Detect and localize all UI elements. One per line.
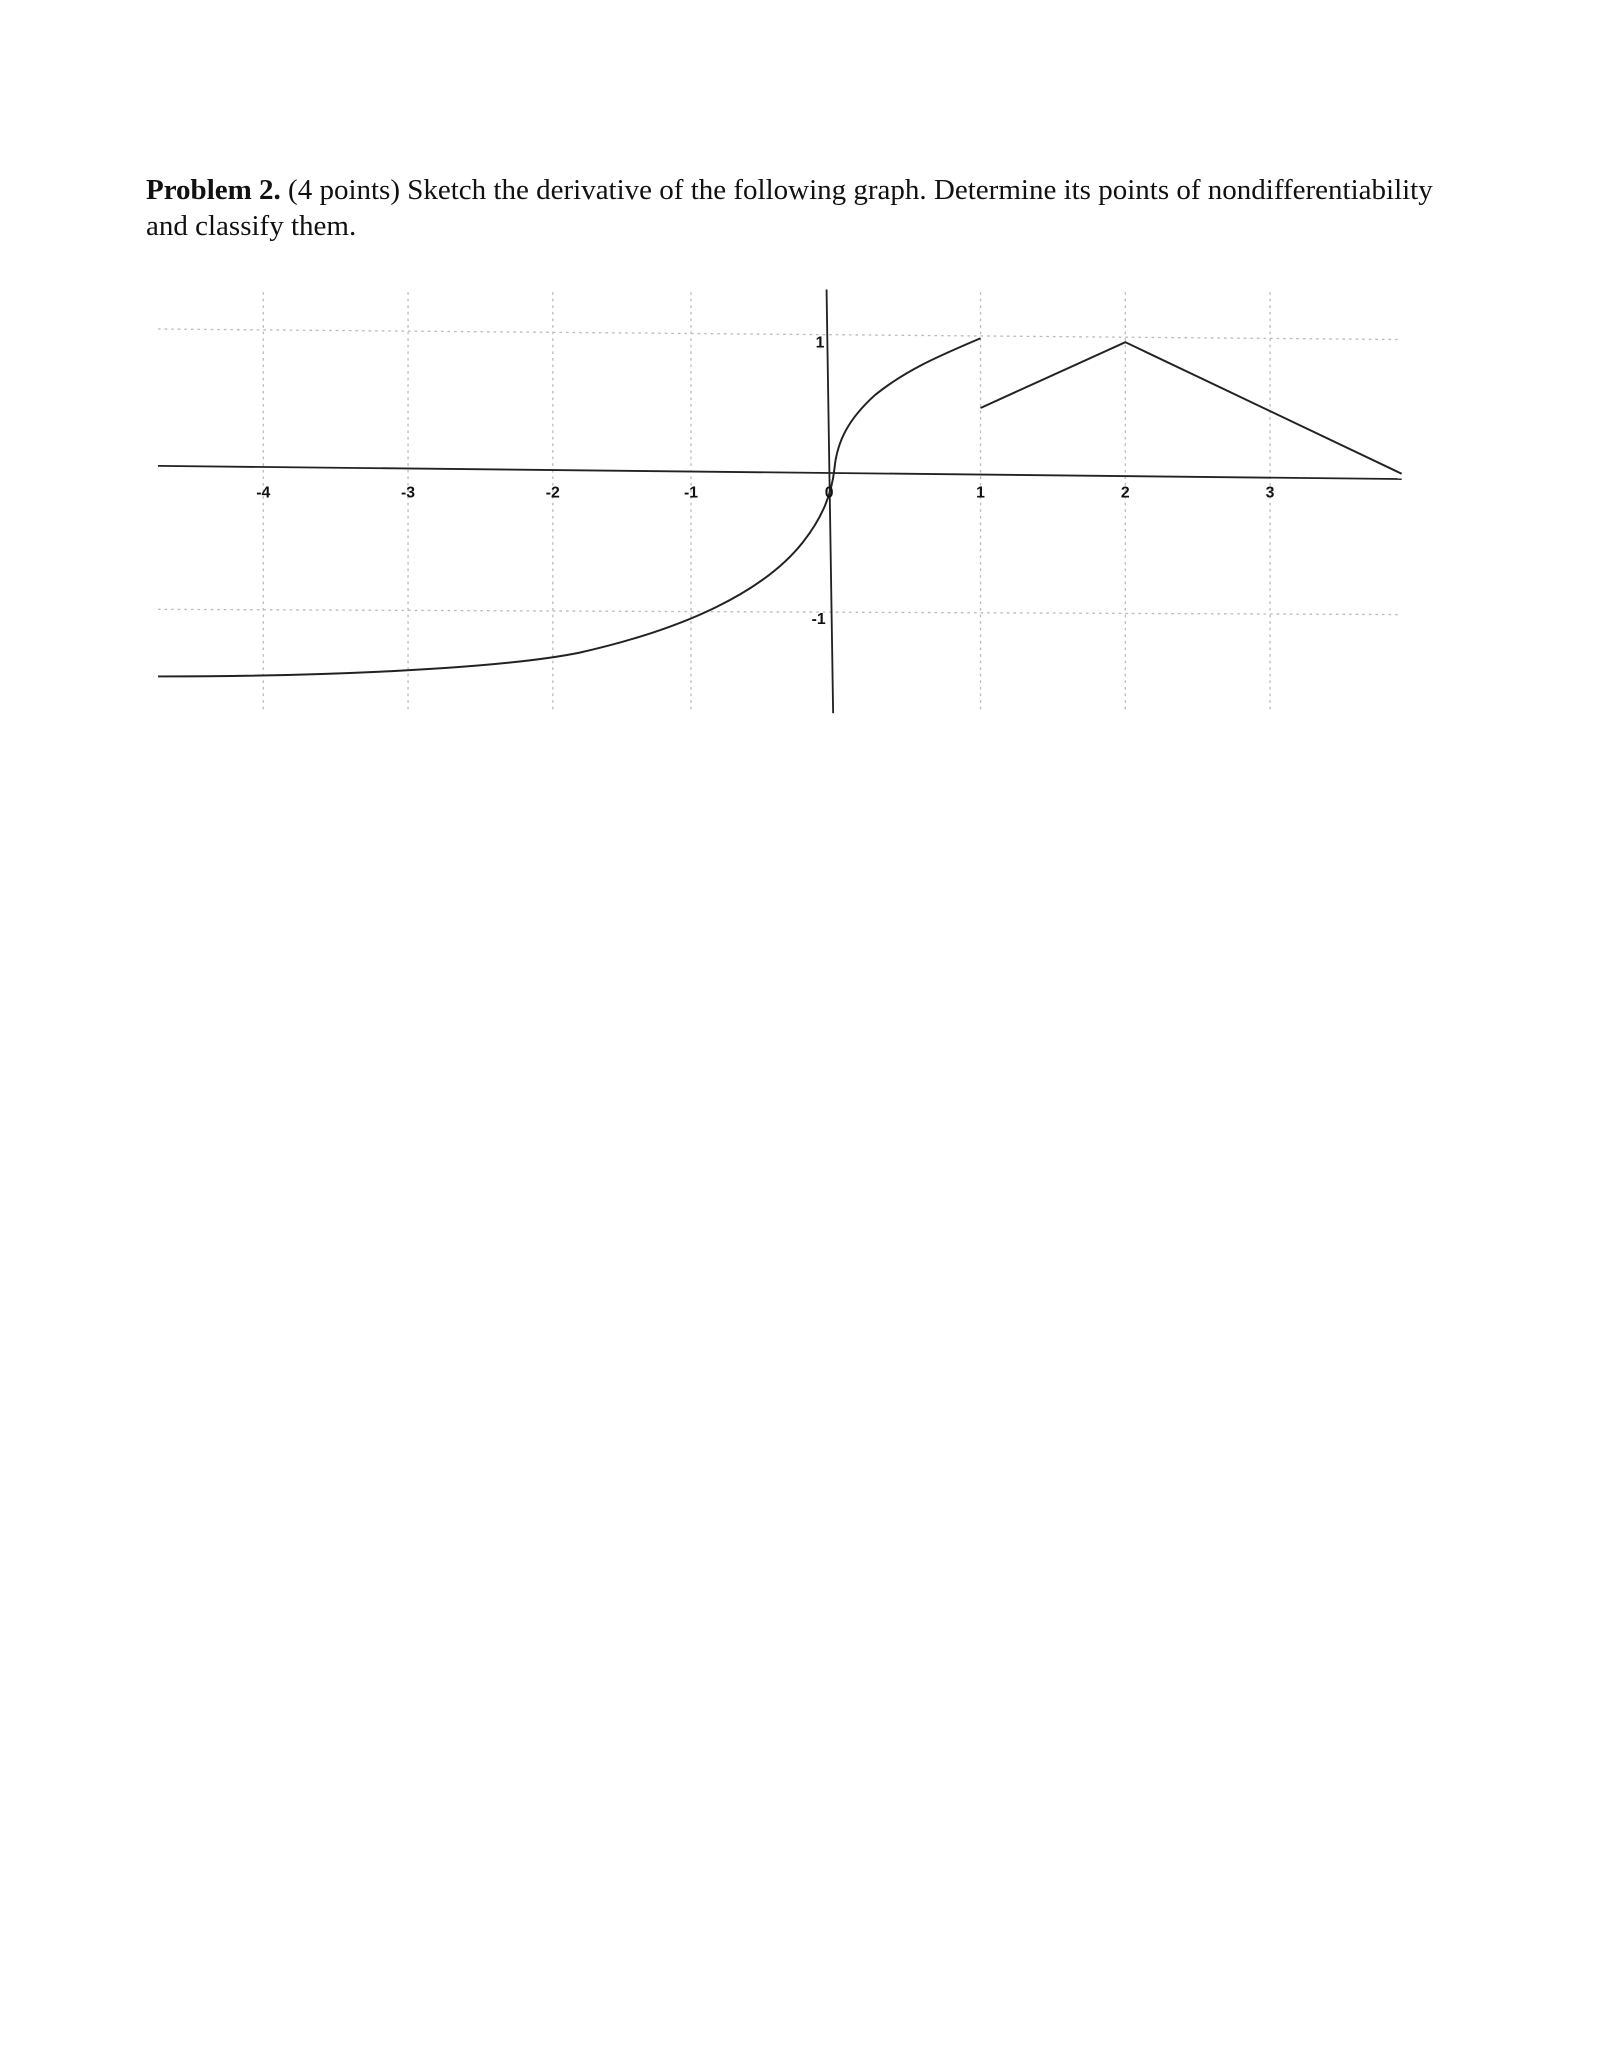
vertical-grid xyxy=(262,292,1271,714)
x-tick-label: -2 xyxy=(546,484,560,501)
curve xyxy=(158,337,981,678)
x-tick-label: 0 xyxy=(825,484,834,501)
x-axis xyxy=(158,464,1402,480)
x-tick-label: -3 xyxy=(401,484,415,501)
x-tick-label: 3 xyxy=(1266,484,1275,501)
x-tick-label: -1 xyxy=(684,484,698,501)
y-tick-label: 1 xyxy=(816,334,825,351)
problem-label: Problem 2. xyxy=(146,174,281,206)
x-tick-label: -4 xyxy=(256,484,270,501)
x-tick-label: 1 xyxy=(976,484,985,501)
problem-text: (4 points) Sketch the derivative of the … xyxy=(146,174,1433,242)
y-axis xyxy=(825,289,835,714)
x-tick-label: 2 xyxy=(1121,484,1130,501)
piecewise-line xyxy=(980,341,1403,475)
problem-statement: Problem 2. (4 points) Sketch the derivat… xyxy=(146,172,1436,244)
y-tick-label: -1 xyxy=(812,611,826,628)
